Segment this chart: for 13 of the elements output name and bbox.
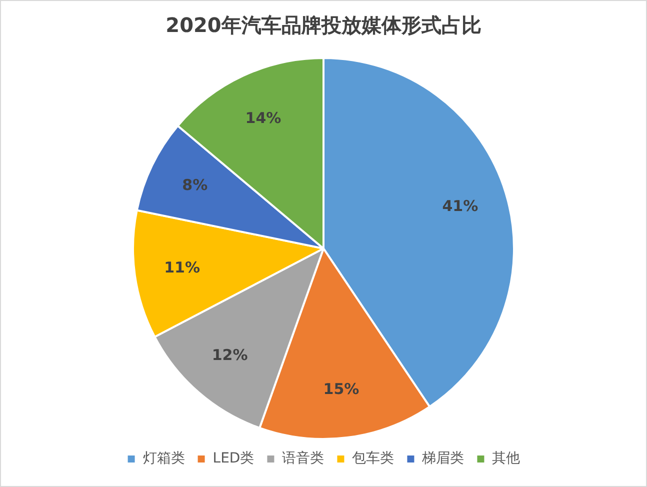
chart-title: 2020年汽车品牌投放媒体形式占比 <box>166 13 482 38</box>
data-label: 15% <box>323 380 360 398</box>
legend-label: 其他 <box>492 450 520 467</box>
legend-label: 包车类 <box>352 450 394 467</box>
data-label: 11% <box>164 258 200 276</box>
legend-label: LED类 <box>212 450 254 467</box>
data-label: 41% <box>442 196 478 215</box>
legend-label: 语音类 <box>282 450 324 467</box>
data-label: 12% <box>212 346 248 364</box>
legend-label: 梯眉类 <box>421 450 464 467</box>
data-label: 8% <box>182 176 208 194</box>
data-label: 14% <box>245 108 282 127</box>
legend-label: 灯箱类 <box>142 450 185 467</box>
